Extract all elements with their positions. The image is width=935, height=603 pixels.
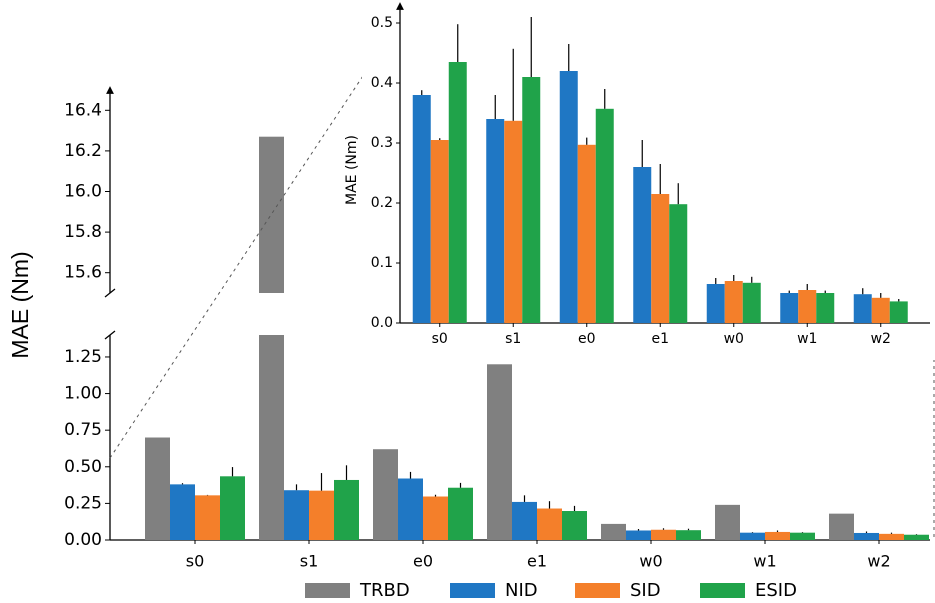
x-tick-label: w1	[753, 552, 776, 571]
bar	[626, 530, 651, 540]
y-tick-label: 1.25	[64, 347, 102, 367]
y-tick-label: 0.00	[64, 530, 102, 550]
bar	[854, 532, 879, 540]
x-tick-label: e0	[578, 331, 596, 347]
legend-label: TRBD	[359, 580, 410, 601]
legend-swatch	[700, 583, 745, 598]
bar	[780, 293, 799, 323]
y-tick-label: 0.4	[371, 75, 393, 91]
x-tick-label: w1	[797, 331, 817, 347]
bar	[798, 290, 817, 323]
y-tick-label: 1.00	[64, 384, 102, 404]
bar	[871, 297, 890, 323]
x-tick-label: e1	[651, 331, 669, 347]
bar	[740, 532, 765, 540]
y-tick-label: 15.8	[64, 222, 102, 242]
x-tick-label: s1	[505, 331, 521, 347]
x-tick-label: w0	[724, 331, 744, 347]
bar	[853, 294, 872, 323]
bar	[259, 335, 284, 540]
bar	[398, 478, 423, 540]
legend-label: ESID	[755, 580, 797, 601]
y-tick-label: 16.2	[64, 141, 102, 161]
bar	[170, 484, 195, 540]
bar	[562, 511, 587, 540]
bar	[633, 167, 652, 323]
bar	[487, 364, 512, 540]
y-tick-label: 0.50	[64, 457, 102, 477]
legend-label: SID	[630, 580, 661, 601]
bar	[904, 534, 929, 540]
y-tick-label: 0.25	[64, 493, 102, 513]
bar	[742, 282, 761, 323]
zoom-guide	[109, 19, 401, 459]
legend: TRBD NID SID ESID	[305, 580, 797, 601]
x-tick-label: e1	[527, 552, 547, 571]
y-tick-label: 0.3	[371, 135, 393, 151]
bar	[145, 437, 170, 540]
legend-label: NID	[505, 580, 538, 601]
bar	[334, 479, 359, 540]
main-chart: 0.00 0.25 0.50 0.75 1.00 1.25 15.6 15.8 16.0 16.2…	[7, 86, 930, 571]
y-tick-label: 0.2	[371, 195, 393, 211]
y-tick-label: 0.5	[371, 15, 393, 31]
bar	[522, 77, 541, 323]
x-tick-label: w2	[871, 331, 891, 347]
bar	[889, 301, 908, 323]
x-tick-label: s0	[186, 552, 205, 571]
bar	[220, 476, 245, 540]
bar	[669, 204, 688, 323]
x-tick-label: w2	[867, 552, 890, 571]
bar	[879, 533, 904, 540]
bar	[373, 449, 398, 540]
bar	[448, 62, 467, 323]
bar	[512, 501, 537, 540]
bar	[430, 140, 449, 323]
bar	[259, 136, 284, 293]
bar	[559, 71, 578, 323]
x-tick-label: w0	[639, 552, 662, 571]
bar	[423, 496, 448, 540]
x-tick-label: e0	[413, 552, 433, 571]
y-axis-label: MAE (Nm)	[344, 135, 360, 205]
bar	[195, 495, 220, 540]
bar	[284, 490, 309, 540]
x-tick-label: s0	[432, 331, 448, 347]
bar	[816, 293, 835, 323]
bar	[537, 508, 562, 540]
bar	[309, 490, 334, 540]
bar	[651, 529, 676, 540]
bar	[595, 108, 614, 323]
bar	[601, 523, 626, 540]
axis-break	[104, 288, 116, 340]
y-tick-label: 16.0	[64, 182, 102, 202]
bar	[577, 144, 596, 323]
legend-swatch	[450, 583, 495, 598]
bar	[504, 120, 523, 323]
bar	[412, 95, 431, 323]
inset-chart: 0.0 0.1 0.2 0.3 0.4 0.5 MAE (Nm) s0 s1 e0 e1 w0 w1 w2	[344, 2, 930, 347]
y-tick-label: 16.4	[64, 100, 102, 120]
bar	[676, 530, 701, 540]
legend-swatch	[305, 583, 350, 598]
bar	[829, 513, 854, 540]
legend-swatch	[575, 583, 620, 598]
x-tick-label: s1	[300, 552, 319, 571]
y-tick-label: 0.0	[371, 315, 393, 331]
y-tick-label: 15.6	[64, 263, 102, 283]
bar	[448, 487, 473, 540]
bar	[724, 281, 743, 323]
bar	[706, 284, 725, 323]
bar	[486, 119, 505, 323]
bar	[790, 532, 815, 540]
bar	[715, 504, 740, 540]
y-tick-label: 0.75	[64, 420, 102, 440]
y-tick-label: 0.1	[371, 255, 393, 271]
bar	[765, 531, 790, 540]
y-axis-label: MAE (Nm)	[7, 251, 33, 358]
bar	[651, 194, 670, 323]
